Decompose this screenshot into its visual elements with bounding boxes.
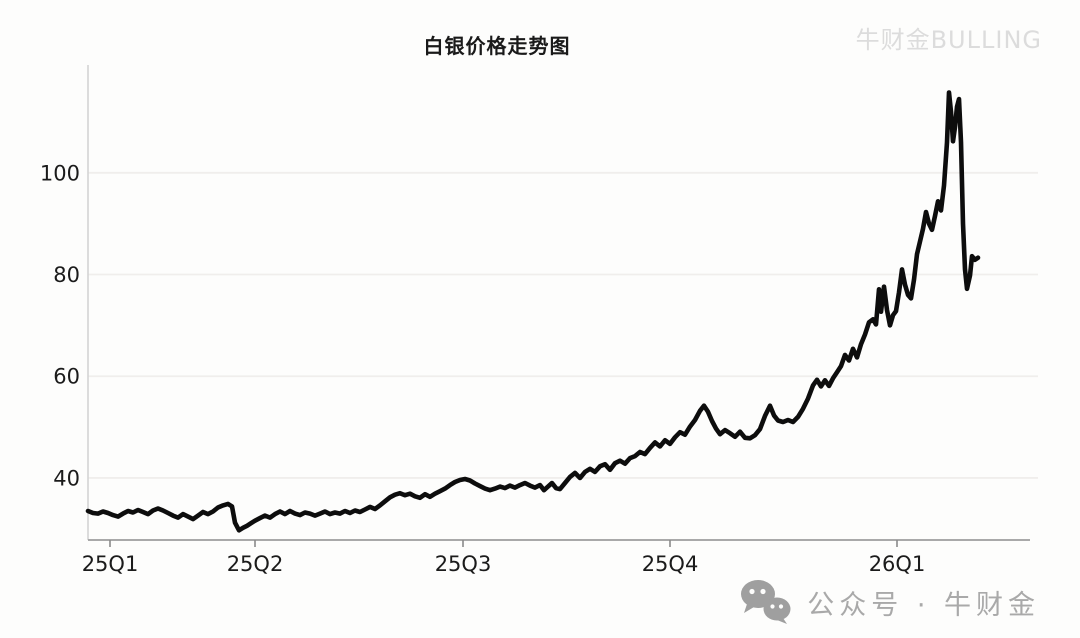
- price-line: [85, 90, 981, 533]
- y-axis-label-80: 80: [53, 263, 80, 287]
- watermark-bottom-right: 公众号 · 牛财金: [739, 576, 1040, 628]
- watermark-bottom-text: 公众号 · 牛财金: [807, 589, 1040, 621]
- chart-title: 白银价格走势图: [423, 34, 571, 58]
- x-axis-label-25Q1: 25Q1: [82, 552, 139, 576]
- x-axis-label-25Q3: 25Q3: [435, 552, 492, 576]
- y-axis-label-60: 60: [53, 365, 80, 389]
- y-axis-label-40: 40: [53, 466, 80, 490]
- x-axis-label-25Q2: 25Q2: [227, 552, 284, 576]
- x-axis-label-26Q1: 26Q1: [869, 552, 926, 576]
- wechat-icon: [741, 580, 791, 624]
- watermark-top-right: 牛财金BULLING: [855, 26, 1042, 54]
- x-axis-label-25Q4: 25Q4: [642, 552, 699, 576]
- y-axis-label-100: 100: [40, 161, 80, 185]
